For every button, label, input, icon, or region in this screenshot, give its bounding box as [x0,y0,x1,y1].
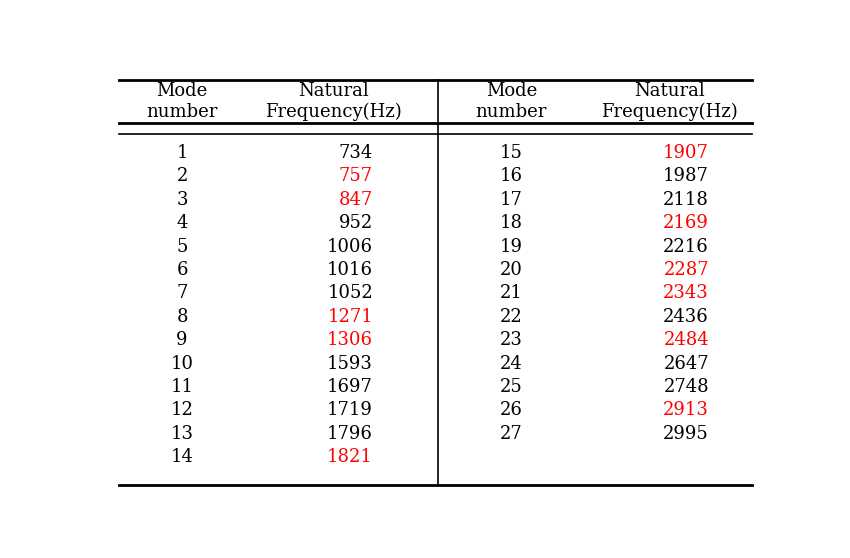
Text: 27: 27 [500,425,523,443]
Text: 1006: 1006 [327,238,373,256]
Text: 1796: 1796 [327,425,373,443]
Text: 5: 5 [176,238,188,256]
Text: Mode: Mode [156,81,207,99]
Text: 1016: 1016 [327,261,373,279]
Text: 7: 7 [176,285,188,302]
Text: 1697: 1697 [327,378,373,396]
Text: 24: 24 [500,355,523,373]
Text: number: number [146,103,218,121]
Text: 25: 25 [500,378,523,396]
Text: 2216: 2216 [663,238,709,256]
Text: 22: 22 [500,308,523,326]
Text: 2: 2 [176,167,188,185]
Text: 2995: 2995 [663,425,709,443]
Text: 2436: 2436 [663,308,709,326]
Text: 2287: 2287 [663,261,709,279]
Text: 847: 847 [339,191,373,209]
Text: 4: 4 [176,214,188,232]
Text: 16: 16 [500,167,523,185]
Text: number: number [476,103,547,121]
Text: 1821: 1821 [327,448,373,466]
Text: 17: 17 [500,191,523,209]
Text: 3: 3 [176,191,188,209]
Text: 13: 13 [171,425,194,443]
Text: Natural: Natural [634,81,705,99]
Text: 2343: 2343 [663,285,709,302]
Text: 20: 20 [500,261,523,279]
Text: 1907: 1907 [663,144,709,162]
Text: 19: 19 [500,238,523,256]
Text: 9: 9 [176,331,188,349]
Text: 1052: 1052 [327,285,373,302]
Text: Frequency(Hz): Frequency(Hz) [265,103,402,121]
Text: 2647: 2647 [663,355,709,373]
Text: 1593: 1593 [327,355,373,373]
Text: 1987: 1987 [663,167,709,185]
Text: 2169: 2169 [663,214,709,232]
Text: 1306: 1306 [327,331,373,349]
Text: Frequency(Hz): Frequency(Hz) [601,103,738,121]
Text: 11: 11 [171,378,194,396]
Text: 6: 6 [176,261,188,279]
Text: 1: 1 [176,144,188,162]
Text: Natural: Natural [298,81,369,99]
Text: Mode: Mode [485,81,537,99]
Text: 2748: 2748 [663,378,709,396]
Text: 26: 26 [500,401,523,420]
Text: 12: 12 [171,401,194,420]
Text: 21: 21 [500,285,523,302]
Text: 734: 734 [339,144,373,162]
Text: 1271: 1271 [327,308,373,326]
Text: 15: 15 [500,144,523,162]
Text: 10: 10 [171,355,194,373]
Text: 952: 952 [339,214,373,232]
Text: 757: 757 [339,167,373,185]
Text: 23: 23 [500,331,523,349]
Text: 1719: 1719 [327,401,373,420]
Text: 8: 8 [176,308,188,326]
Text: 2913: 2913 [663,401,709,420]
Text: 14: 14 [171,448,194,466]
Text: 2118: 2118 [663,191,709,209]
Text: 2484: 2484 [663,331,709,349]
Text: 18: 18 [500,214,523,232]
